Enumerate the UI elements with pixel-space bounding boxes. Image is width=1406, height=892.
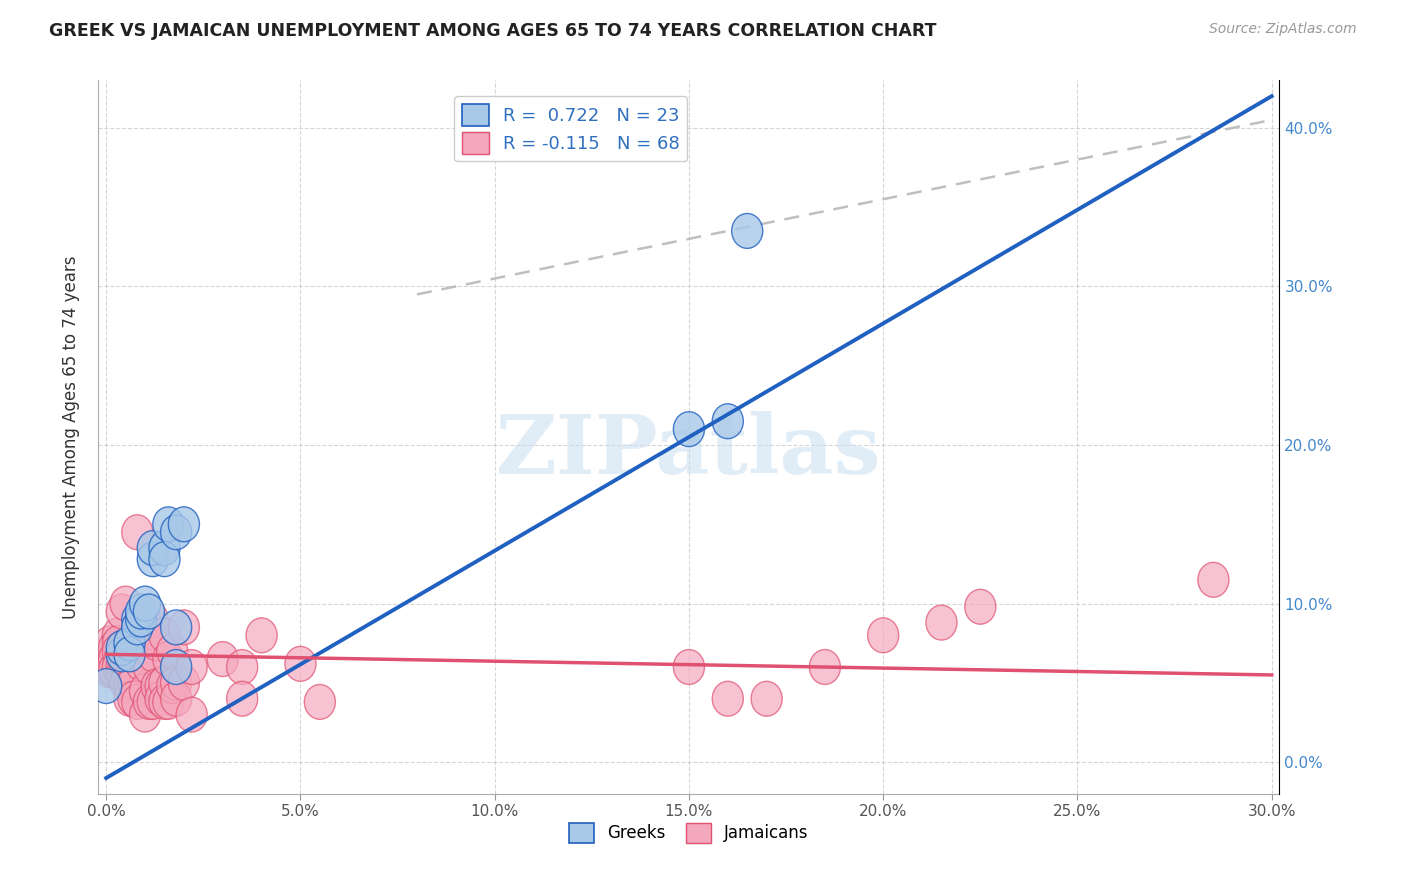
Ellipse shape (134, 594, 165, 629)
Ellipse shape (103, 618, 134, 653)
Ellipse shape (114, 681, 145, 716)
Ellipse shape (141, 626, 173, 661)
Ellipse shape (138, 602, 169, 637)
Ellipse shape (226, 681, 257, 716)
Ellipse shape (138, 637, 169, 672)
Ellipse shape (107, 637, 138, 672)
Ellipse shape (138, 684, 169, 719)
Ellipse shape (141, 669, 173, 704)
Ellipse shape (246, 618, 277, 653)
Ellipse shape (673, 649, 704, 684)
Ellipse shape (176, 698, 207, 732)
Ellipse shape (122, 602, 153, 637)
Legend: Greeks, Jamaicans: Greeks, Jamaicans (562, 816, 815, 850)
Ellipse shape (114, 669, 145, 704)
Ellipse shape (1198, 562, 1229, 598)
Ellipse shape (129, 698, 160, 732)
Ellipse shape (122, 610, 153, 645)
Ellipse shape (94, 626, 125, 661)
Ellipse shape (138, 541, 169, 576)
Ellipse shape (103, 626, 134, 661)
Ellipse shape (810, 649, 841, 684)
Ellipse shape (90, 669, 122, 704)
Ellipse shape (160, 649, 191, 684)
Ellipse shape (160, 610, 191, 645)
Ellipse shape (98, 653, 129, 688)
Text: ZIPatlas: ZIPatlas (496, 411, 882, 491)
Ellipse shape (149, 684, 180, 719)
Ellipse shape (103, 633, 134, 669)
Ellipse shape (107, 657, 138, 692)
Ellipse shape (134, 649, 165, 684)
Ellipse shape (98, 631, 129, 665)
Ellipse shape (114, 633, 145, 669)
Y-axis label: Unemployment Among Ages 65 to 74 years: Unemployment Among Ages 65 to 74 years (62, 255, 80, 619)
Text: Source: ZipAtlas.com: Source: ZipAtlas.com (1209, 22, 1357, 37)
Ellipse shape (304, 684, 336, 719)
Ellipse shape (226, 649, 257, 684)
Ellipse shape (160, 515, 191, 549)
Text: GREEK VS JAMAICAN UNEMPLOYMENT AMONG AGES 65 TO 74 YEARS CORRELATION CHART: GREEK VS JAMAICAN UNEMPLOYMENT AMONG AGE… (49, 22, 936, 40)
Ellipse shape (107, 631, 138, 665)
Ellipse shape (927, 605, 957, 640)
Ellipse shape (129, 673, 160, 708)
Ellipse shape (156, 633, 188, 669)
Ellipse shape (134, 610, 165, 645)
Ellipse shape (125, 594, 156, 629)
Ellipse shape (138, 531, 169, 566)
Ellipse shape (176, 649, 207, 684)
Ellipse shape (118, 681, 149, 716)
Ellipse shape (110, 649, 141, 684)
Ellipse shape (94, 649, 125, 684)
Ellipse shape (156, 669, 188, 704)
Ellipse shape (125, 647, 156, 681)
Ellipse shape (118, 665, 149, 700)
Ellipse shape (149, 531, 180, 566)
Ellipse shape (134, 684, 165, 719)
Ellipse shape (122, 515, 153, 549)
Ellipse shape (107, 594, 138, 629)
Ellipse shape (868, 618, 898, 653)
Ellipse shape (122, 637, 153, 672)
Ellipse shape (153, 507, 184, 541)
Ellipse shape (107, 649, 138, 684)
Ellipse shape (169, 610, 200, 645)
Ellipse shape (153, 641, 184, 676)
Ellipse shape (110, 633, 141, 669)
Ellipse shape (965, 590, 995, 624)
Ellipse shape (169, 507, 200, 541)
Ellipse shape (110, 665, 141, 700)
Ellipse shape (751, 681, 782, 716)
Ellipse shape (160, 665, 191, 700)
Ellipse shape (98, 641, 129, 676)
Ellipse shape (149, 541, 180, 576)
Ellipse shape (118, 637, 149, 672)
Ellipse shape (713, 404, 744, 439)
Ellipse shape (145, 681, 176, 716)
Ellipse shape (125, 602, 156, 637)
Ellipse shape (145, 669, 176, 704)
Ellipse shape (114, 626, 145, 661)
Ellipse shape (122, 684, 153, 719)
Ellipse shape (153, 684, 184, 719)
Ellipse shape (713, 681, 744, 716)
Ellipse shape (149, 618, 180, 653)
Ellipse shape (125, 602, 156, 637)
Ellipse shape (94, 653, 125, 688)
Ellipse shape (731, 213, 763, 248)
Ellipse shape (149, 665, 180, 700)
Ellipse shape (160, 681, 191, 716)
Ellipse shape (169, 665, 200, 700)
Ellipse shape (207, 641, 238, 676)
Ellipse shape (673, 412, 704, 447)
Ellipse shape (114, 637, 145, 672)
Ellipse shape (285, 647, 316, 681)
Ellipse shape (110, 586, 141, 621)
Ellipse shape (129, 586, 160, 621)
Ellipse shape (90, 647, 122, 681)
Ellipse shape (103, 649, 134, 684)
